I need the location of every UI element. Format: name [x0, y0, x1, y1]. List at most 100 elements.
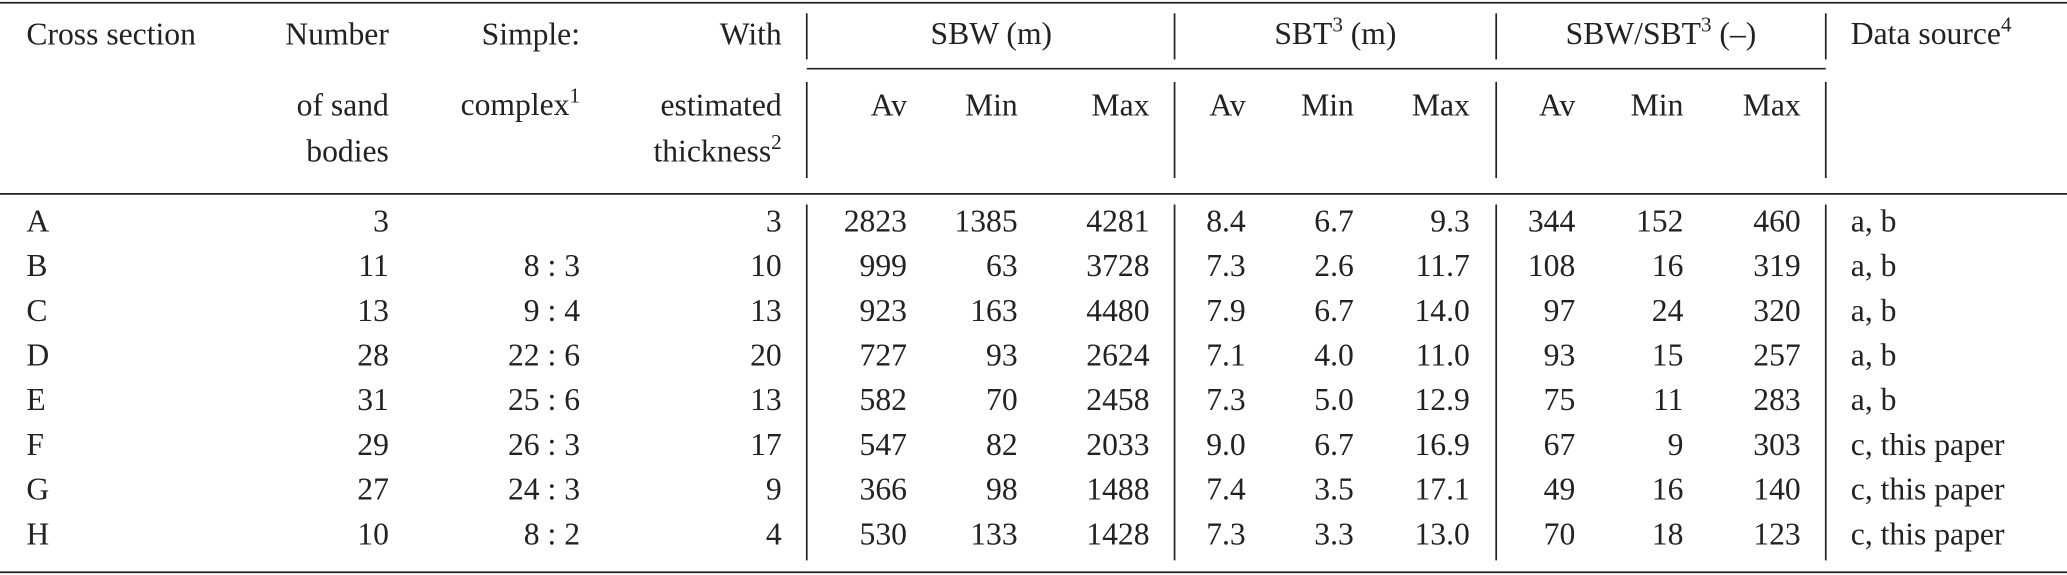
cell: 133 [970, 516, 1017, 551]
cell: 2033 [1086, 427, 1149, 462]
group-header-sup: 3 [1332, 12, 1343, 36]
cell: 9 : 4 [524, 293, 580, 328]
cell: 319 [1753, 248, 1800, 283]
cell: 9.0 [1206, 427, 1246, 462]
cell: 6.7 [1314, 203, 1354, 238]
cell: 93 [1544, 338, 1576, 373]
cell: 75 [1544, 382, 1576, 417]
cell: 3.5 [1314, 472, 1354, 507]
cell: 63 [986, 248, 1018, 283]
cell: 8.4 [1206, 203, 1246, 238]
sub-header: Max [1092, 87, 1150, 122]
cell: 24 : 3 [508, 472, 580, 507]
cell: 530 [860, 516, 907, 551]
cell: 3 [373, 203, 389, 238]
cell: 9.3 [1430, 203, 1470, 238]
cell: 13.0 [1414, 516, 1469, 551]
cell: 14.0 [1414, 293, 1469, 328]
cell: 16 [1652, 472, 1684, 507]
cell: H [26, 516, 49, 551]
cell: 12.9 [1414, 382, 1469, 417]
cell: 4480 [1086, 293, 1149, 328]
cell: 20 [750, 338, 782, 373]
cell: G [26, 472, 49, 507]
header-cell: of sand [297, 87, 389, 122]
dividers [805, 13, 1827, 561]
cell: 6.7 [1314, 293, 1354, 328]
sub-header: Min [1631, 87, 1684, 122]
cell: 11 [1653, 382, 1683, 417]
cell: 344 [1528, 203, 1576, 238]
group-header-text: SBW/SBT [1566, 16, 1701, 51]
cell: 98 [986, 472, 1018, 507]
cell: 11.0 [1416, 338, 1470, 373]
sub-header: Av [871, 87, 907, 122]
cell: 8 : 3 [524, 248, 580, 283]
cell: 13 [357, 293, 389, 328]
cell: 93 [986, 338, 1018, 373]
cell: 3728 [1086, 248, 1149, 283]
cell: A [26, 203, 49, 238]
header-cell-sup: 4 [2001, 12, 2012, 36]
cell: 82 [986, 427, 1018, 462]
cell: 10 [750, 248, 782, 283]
header-cell: Cross section [26, 16, 196, 51]
cell: 31 [357, 382, 389, 417]
header-cell: Simple: [482, 16, 580, 51]
cell: a, b [1851, 203, 1897, 238]
cell: 999 [860, 248, 907, 283]
cell: C [26, 293, 47, 328]
sub-header: Max [1743, 87, 1801, 122]
cell: a, b [1851, 382, 1897, 417]
cell: 18 [1652, 516, 1684, 551]
cell: 7.3 [1206, 516, 1246, 551]
cell: 4 [766, 516, 782, 551]
cell: 13 [750, 293, 782, 328]
cell: 67 [1544, 427, 1576, 462]
sub-header: Av [1539, 87, 1575, 122]
cell: c, this paper [1851, 516, 2005, 551]
cell: 28 [357, 338, 389, 373]
cell: 303 [1753, 427, 1800, 462]
cell: 70 [1544, 516, 1576, 551]
cell: 9 [766, 472, 782, 507]
cell: 49 [1544, 472, 1576, 507]
cell: 547 [860, 427, 907, 462]
cell: 2.6 [1314, 248, 1354, 283]
cell: 15 [1652, 338, 1684, 373]
sub-header: Min [965, 87, 1018, 122]
cell: 24 [1652, 293, 1684, 328]
cell: 17.1 [1414, 472, 1469, 507]
cell: 16.9 [1414, 427, 1469, 462]
cell: 1385 [954, 203, 1017, 238]
cell: 3.3 [1314, 516, 1354, 551]
group-header: SBW (m) [931, 16, 1053, 51]
cell: E [26, 382, 45, 417]
cell: 4281 [1086, 203, 1149, 238]
header-cell: Data source4 [1851, 12, 2012, 51]
header-cell-sup: 2 [771, 130, 782, 154]
cell: 108 [1528, 248, 1575, 283]
cell: 7.4 [1206, 472, 1246, 507]
cell: 7.9 [1206, 293, 1246, 328]
cell: 7.1 [1206, 338, 1246, 373]
cell: 10 [357, 516, 389, 551]
cell: 70 [986, 382, 1018, 417]
cell: 11.7 [1416, 248, 1470, 283]
cell: 5.0 [1314, 382, 1354, 417]
cell: a, b [1851, 293, 1897, 328]
header-cell: With [720, 16, 782, 51]
cell: 6.7 [1314, 427, 1354, 462]
cell: 8 : 2 [524, 516, 580, 551]
cell: 2823 [844, 203, 907, 238]
cell: 4.0 [1314, 338, 1354, 373]
cell: 17 [750, 427, 782, 462]
sub-header: Av [1209, 87, 1245, 122]
group-header-tail: (m) [1343, 16, 1397, 51]
group-header-sup: 3 [1701, 12, 1712, 36]
group-header-text: SBW (m) [931, 16, 1053, 51]
cell: 140 [1753, 472, 1800, 507]
cell: 283 [1753, 382, 1800, 417]
cell: 320 [1753, 293, 1800, 328]
header-cell: complex1 [461, 84, 580, 123]
